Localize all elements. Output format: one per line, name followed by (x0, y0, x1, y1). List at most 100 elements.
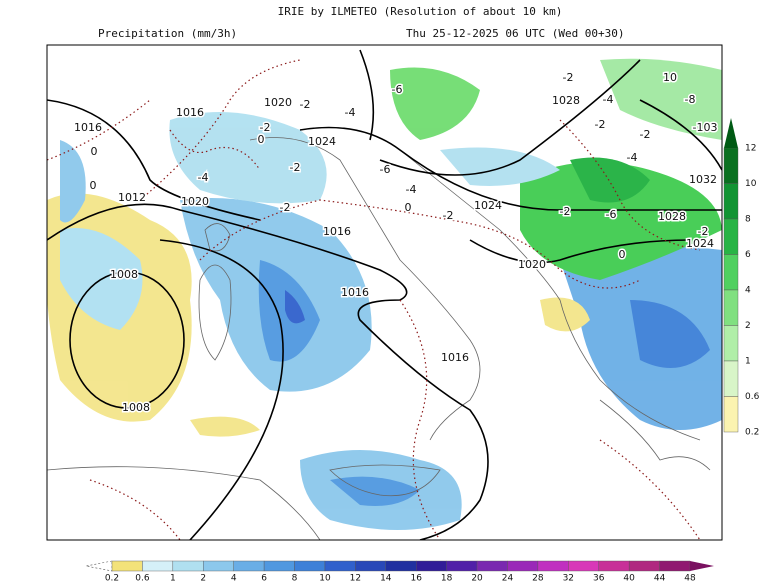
colorbar-segment (385, 560, 417, 572)
isobar-label: 1012 (118, 191, 146, 204)
isobar-label: 1008 (122, 401, 150, 414)
colorbar-segment (355, 560, 386, 572)
colorbar-label: 48 (684, 574, 696, 584)
isobar-label: 1016 (176, 106, 204, 119)
colorbar-segment (659, 560, 691, 572)
isobar-label: -4 (345, 106, 356, 119)
colorbar-segment (723, 254, 739, 291)
colorbar-label: 12 (745, 144, 756, 154)
isobar-label: -2 (290, 161, 301, 174)
isobar-label: -2 (280, 201, 291, 214)
colorbar-label: 2 (745, 321, 751, 331)
colorbar-label: 4 (745, 286, 751, 296)
isobar-label: 0 (90, 179, 97, 192)
colorbar-segment (294, 560, 326, 572)
isobar-label: -2 (563, 71, 574, 84)
temperature-lines (47, 59, 701, 540)
isobar-label: -2 (640, 128, 651, 141)
colorbar-segment (446, 560, 478, 572)
precipitation (47, 58, 722, 530)
colorbar-label: 40 (623, 574, 635, 584)
colorbar-label: 16 (410, 574, 422, 584)
bottom-colorbar: 0.2 0.6 1 2 4 6 8 10 12 14 16 18 20 24 28 32 36 40 44 48 (85, 560, 714, 584)
isobar-label: -2 (560, 205, 571, 218)
title: IRIE by ILMETEO (Resolution of about 10 … (278, 5, 563, 18)
colorbar-label: 4 (231, 574, 237, 584)
isobar-label: 1008 (110, 268, 138, 281)
colorbar-label: 1 (745, 357, 751, 367)
colorbar-label: 20 (471, 574, 483, 584)
colorbar-label: 1 (170, 574, 176, 584)
isobar-label: 1016 (341, 286, 369, 299)
colorbar-segment (723, 325, 739, 362)
colorbar-label: 12 (350, 574, 361, 584)
colorbar-segment (111, 560, 143, 572)
colorbar-segment (598, 560, 630, 572)
isobar-label: 1020 (518, 258, 546, 271)
colorbar-segment (203, 560, 234, 572)
isobar-label: 1016 (74, 121, 102, 134)
isobar-label: 0 (258, 133, 265, 146)
map-frame (46, 44, 723, 541)
isobar-label: -2 (595, 118, 606, 131)
isobar-label: 1016 (441, 351, 469, 364)
colorbar-segment (507, 560, 539, 572)
colorbar-segment (263, 560, 295, 572)
colorbar-arrow (85, 560, 113, 572)
isobar-label: -6 (380, 163, 391, 176)
colorbar-label: 24 (502, 574, 514, 584)
colorbar-segment (723, 289, 739, 326)
isobar-label: -4 (198, 171, 209, 184)
isobar-label: 10 (663, 71, 677, 84)
colorbar-label: 6 (745, 250, 751, 260)
colorbar-segment (172, 560, 204, 572)
colorbar-label: 36 (593, 574, 605, 584)
colorbar-label: 6 (261, 574, 267, 584)
isobar-label: 1032 (689, 173, 717, 186)
isobar-label: -2 (698, 225, 709, 238)
colorbar-segment (416, 560, 447, 572)
isobar-label: -4 (603, 93, 614, 106)
colorbar-label: 18 (441, 574, 453, 584)
colorbar-segment (723, 183, 739, 220)
colorbar-segment (628, 560, 660, 572)
colorbar-segment (476, 560, 508, 572)
isobar-label: 1028 (552, 94, 580, 107)
isobar-label: 0 (91, 145, 98, 158)
isobar-label: 1024 (474, 199, 502, 212)
coastlines (47, 137, 711, 540)
isobar-label: -103 (693, 121, 718, 134)
colorbar-segment (568, 560, 599, 572)
isobar-label: -4 (406, 183, 417, 196)
isobar-label: 0 (619, 248, 626, 261)
isobar-label: 1020 (264, 96, 292, 109)
isobar-label: -8 (685, 93, 696, 106)
colorbar-segment (142, 560, 174, 572)
colorbar-label: 28 (532, 574, 544, 584)
isobar-label: -2 (260, 121, 271, 134)
colorbar-segment (723, 360, 739, 397)
colorbar-segment (233, 560, 265, 572)
isobar-label: 1028 (658, 210, 686, 223)
colorbar-label: 8 (745, 215, 751, 225)
colorbar-label: 8 (292, 574, 298, 584)
colorbar-label: 2 (200, 574, 206, 584)
colorbar-label: 10 (319, 574, 331, 584)
colorbar-label: 32 (563, 574, 574, 584)
isobars (47, 49, 722, 540)
colorbar-label: 10 (745, 179, 757, 189)
map-area (47, 45, 722, 540)
isobar-label: -2 (443, 209, 454, 222)
subtitle-left: Precipitation (mm/3h) (98, 27, 237, 40)
isobar-label: -6 (392, 83, 403, 96)
colorbar-segment (537, 560, 569, 572)
colorbar-label: 0.6 (135, 574, 150, 584)
colorbar-segment (723, 396, 739, 433)
isobar-label: -4 (627, 151, 638, 164)
isobar-label: 1016 (323, 225, 351, 238)
colorbar-label: 0.2 (105, 574, 119, 584)
isobar-label: 0 (405, 201, 412, 214)
colorbar-arrow (724, 118, 738, 148)
